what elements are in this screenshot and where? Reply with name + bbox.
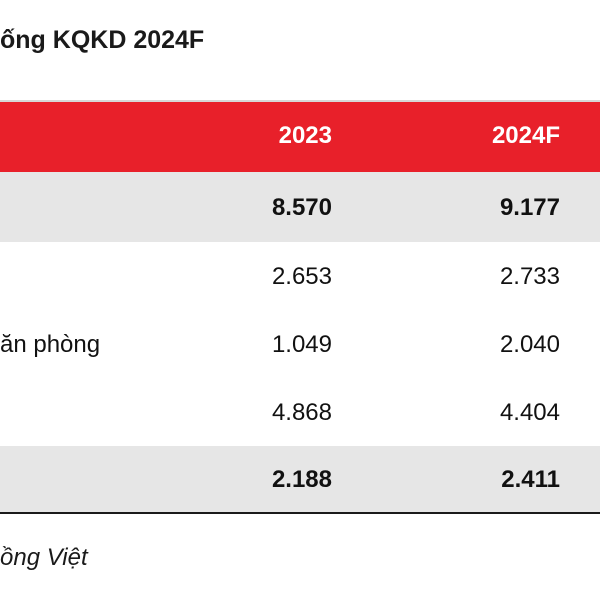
table-title: ống KQKD 2024F (0, 26, 205, 54)
header-2024f: 2024F (491, 122, 560, 149)
table-header-row: 2023 2024F (0, 102, 600, 172)
value-2023: 4.868 (271, 399, 332, 426)
value-2024f: 4.404 (499, 399, 560, 426)
value-2024f: 2.411 (501, 466, 560, 493)
value-2024f: 2.733 (499, 263, 560, 290)
table-row-office: ăn phòng 1.049 2.040 (0, 310, 600, 378)
top-divider (0, 100, 600, 102)
row-label: ăn phòng (0, 331, 101, 358)
value-2023: 2.188 (271, 466, 332, 493)
table-row: 4.868 4.404 (0, 378, 600, 446)
value-2023: 2.653 (271, 263, 332, 290)
value-2024f: 9.177 (499, 194, 560, 221)
table-row: 2.653 2.733 (0, 242, 600, 310)
table-row-profit: 2.188 2.411 (0, 446, 600, 514)
value-2023: 1.049 (271, 331, 332, 358)
table-row-total-revenue: 8.570 9.177 (0, 172, 600, 242)
header-2023: 2023 (278, 122, 332, 149)
value-2023: 8.570 (271, 194, 332, 221)
value-2024f: 2.040 (499, 331, 560, 358)
forecast-table: 2023 2024F 8.570 9.177 2.653 2.733 ăn ph… (0, 102, 600, 514)
source-note: ồng Việt (0, 544, 88, 571)
